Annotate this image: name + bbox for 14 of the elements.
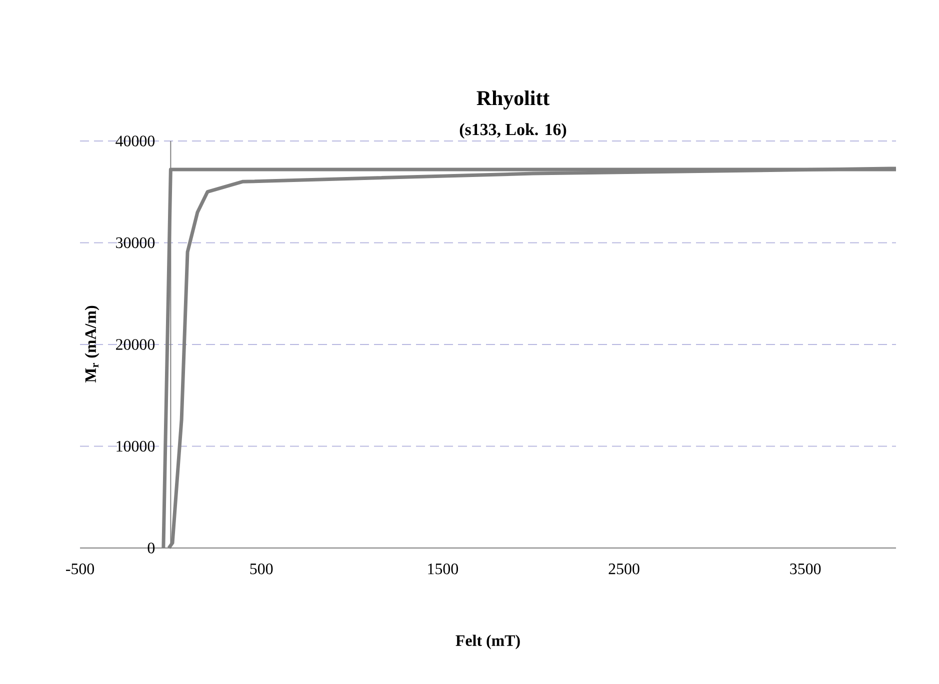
- chart-title: Rhyolitt: [476, 90, 550, 110]
- y-tick-label: 40000: [116, 136, 155, 146]
- x-tick-label: -500: [66, 564, 94, 574]
- y-tick-label: 30000: [116, 237, 155, 248]
- y-tick-label: 0: [148, 542, 155, 554]
- chart-subtitle: (s133, Lok. 16): [460, 123, 566, 139]
- x-tick-label: 2500: [608, 564, 640, 574]
- y-tick-label: 20000: [116, 339, 155, 350]
- x-tick-label: 500: [250, 564, 273, 574]
- y-axis-title: M$_{r}$ (mA/m): [84, 306, 100, 383]
- x-axis-title: Felt (mT): [456, 634, 520, 650]
- x-tick-label: 3500: [790, 564, 821, 574]
- y-tick-label: 10000: [116, 440, 155, 452]
- x-tick-label: 1500: [428, 564, 458, 574]
